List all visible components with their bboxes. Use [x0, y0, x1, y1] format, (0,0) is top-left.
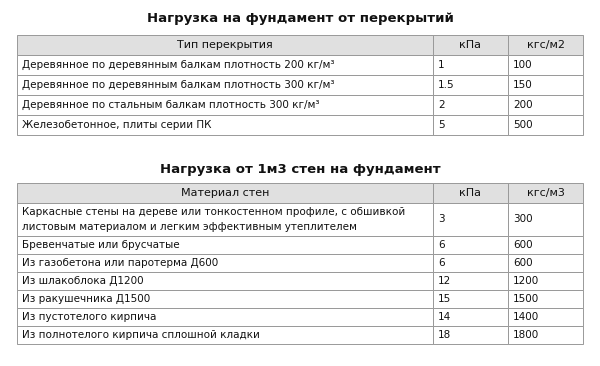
Bar — [17, 236, 433, 254]
Text: 14: 14 — [438, 312, 451, 322]
Text: 500: 500 — [513, 120, 532, 130]
Text: 600: 600 — [513, 258, 532, 268]
Bar — [508, 236, 583, 254]
Text: Из газобетона или паротерма Д600: Из газобетона или паротерма Д600 — [22, 258, 218, 268]
Bar — [508, 35, 583, 55]
Text: 200: 200 — [513, 100, 532, 110]
Text: 1: 1 — [438, 60, 445, 70]
Text: 300: 300 — [513, 214, 532, 224]
Text: кПа: кПа — [460, 40, 481, 50]
Bar — [508, 115, 583, 135]
Text: 15: 15 — [438, 294, 451, 304]
Bar — [508, 55, 583, 75]
Text: Железобетонное, плиты серии ПК: Железобетонное, плиты серии ПК — [22, 120, 211, 130]
Bar — [17, 272, 433, 290]
Bar — [433, 115, 508, 135]
Bar — [17, 35, 433, 55]
Text: 3: 3 — [438, 214, 445, 224]
Bar — [17, 326, 433, 344]
Bar — [17, 203, 433, 236]
Bar — [17, 95, 433, 115]
Bar — [433, 75, 508, 95]
Text: кПа: кПа — [460, 188, 481, 198]
Text: 2: 2 — [438, 100, 445, 110]
Text: Из полнотелого кирпича сплошной кладки: Из полнотелого кирпича сплошной кладки — [22, 330, 260, 340]
Bar — [508, 254, 583, 272]
Bar — [433, 290, 508, 308]
Text: 150: 150 — [513, 80, 533, 90]
Bar — [508, 95, 583, 115]
Bar — [433, 326, 508, 344]
Bar — [17, 290, 433, 308]
Bar — [433, 203, 508, 236]
Bar — [508, 272, 583, 290]
Bar — [433, 236, 508, 254]
Text: 1800: 1800 — [513, 330, 539, 340]
Text: 18: 18 — [438, 330, 451, 340]
Text: Нагрузка от 1м3 стен на фундамент: Нагрузка от 1м3 стен на фундамент — [160, 163, 440, 176]
Text: 1500: 1500 — [513, 294, 539, 304]
Text: Деревянное по стальным балкам плотность 300 кг/м³: Деревянное по стальным балкам плотность … — [22, 100, 319, 110]
Text: 1200: 1200 — [513, 276, 539, 286]
Text: Из ракушечника Д1500: Из ракушечника Д1500 — [22, 294, 150, 304]
Bar — [17, 254, 433, 272]
Bar — [433, 35, 508, 55]
Bar — [508, 203, 583, 236]
Text: Из шлакоблока Д1200: Из шлакоблока Д1200 — [22, 276, 143, 286]
Text: Деревянное по деревянным балкам плотность 300 кг/м³: Деревянное по деревянным балкам плотност… — [22, 80, 334, 90]
Text: Бревенчатые или брусчатые: Бревенчатые или брусчатые — [22, 240, 179, 250]
Text: Каркасные стены на дереве или тонкостенном профиле, с обшивкой: Каркасные стены на дереве или тонкостенн… — [22, 207, 405, 217]
Text: 1400: 1400 — [513, 312, 539, 322]
Bar — [508, 75, 583, 95]
Bar — [17, 75, 433, 95]
Text: кгс/м2: кгс/м2 — [527, 40, 565, 50]
Text: листовым материалом и легким эффективным утеплителем: листовым материалом и легким эффективным… — [22, 221, 356, 232]
Bar — [508, 290, 583, 308]
Text: 600: 600 — [513, 240, 532, 250]
Text: кгс/м3: кгс/м3 — [527, 188, 565, 198]
Text: 12: 12 — [438, 276, 451, 286]
Text: 6: 6 — [438, 258, 445, 268]
Bar — [433, 254, 508, 272]
Text: 5: 5 — [438, 120, 445, 130]
Text: Из пустотелого кирпича: Из пустотелого кирпича — [22, 312, 156, 322]
Text: 1.5: 1.5 — [438, 80, 455, 90]
Bar — [433, 95, 508, 115]
Bar — [508, 326, 583, 344]
Text: Материал стен: Материал стен — [181, 188, 269, 198]
Bar — [433, 272, 508, 290]
Bar — [17, 183, 433, 203]
Bar — [433, 183, 508, 203]
Bar — [508, 183, 583, 203]
Bar — [433, 55, 508, 75]
Bar — [508, 308, 583, 326]
Bar — [17, 55, 433, 75]
Text: Деревянное по деревянным балкам плотность 200 кг/м³: Деревянное по деревянным балкам плотност… — [22, 60, 334, 70]
Bar — [17, 308, 433, 326]
Text: 100: 100 — [513, 60, 532, 70]
Text: Нагрузка на фундамент от перекрытий: Нагрузка на фундамент от перекрытий — [146, 12, 454, 25]
Text: 6: 6 — [438, 240, 445, 250]
Bar — [433, 308, 508, 326]
Text: Тип перекрытия: Тип перекрытия — [177, 40, 273, 50]
Bar — [17, 115, 433, 135]
